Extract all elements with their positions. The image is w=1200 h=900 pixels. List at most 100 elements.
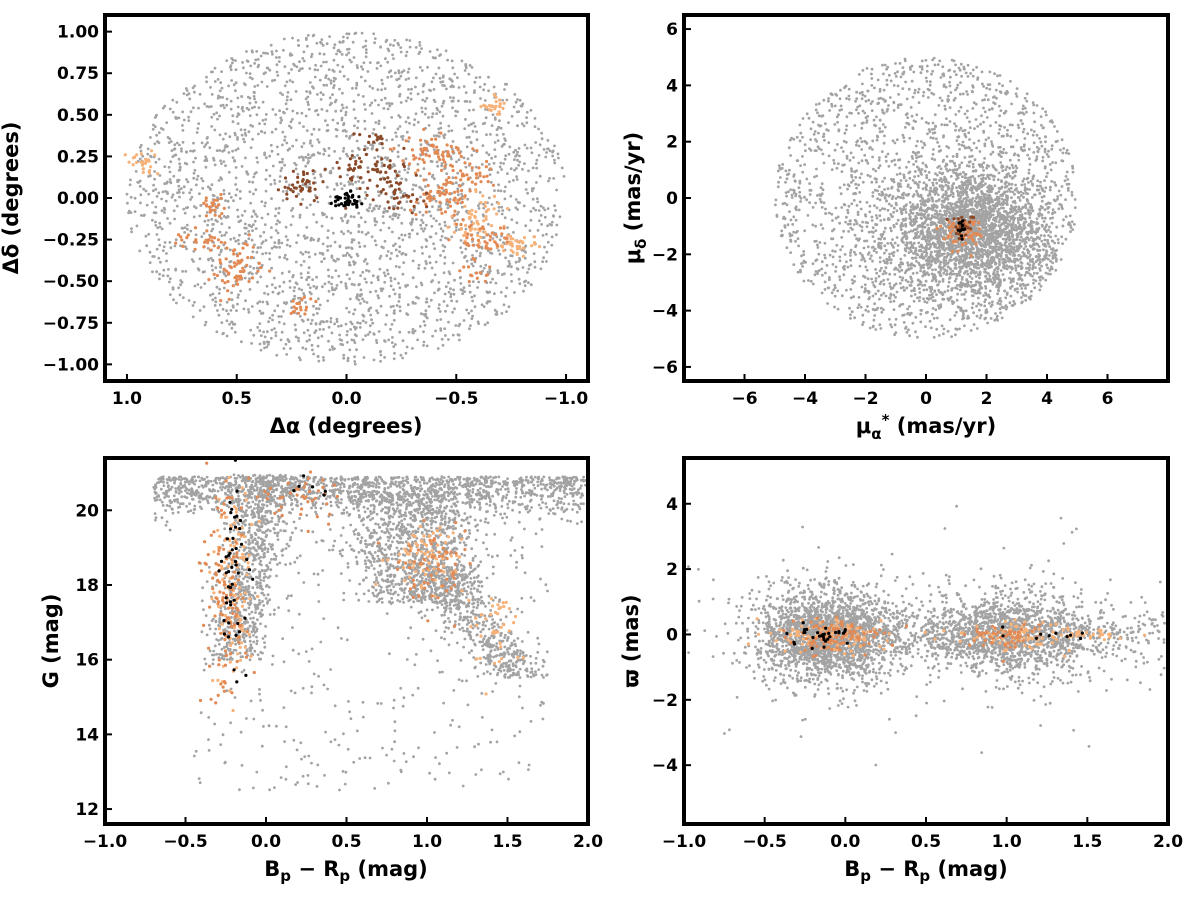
sky-field-point (313, 176, 317, 180)
sky-field-point (432, 76, 435, 80)
sky-field-point (204, 320, 208, 324)
sky-field-point (449, 295, 453, 299)
pm-field-point (920, 117, 924, 120)
sky-field-point (363, 79, 367, 83)
sky-field-point (274, 331, 278, 334)
pm-field-point (1026, 153, 1030, 157)
sky-member-point (217, 214, 222, 218)
sky-field-point (252, 175, 256, 179)
sky-field-point (377, 278, 380, 282)
pm-field-point (794, 218, 798, 222)
sky-field-point (377, 61, 380, 64)
pm-field-point (883, 244, 887, 248)
sky-field-point (424, 315, 428, 318)
sky-field-point (480, 163, 484, 166)
sky-member-point (458, 184, 462, 188)
pm-field-point (985, 116, 989, 119)
sky-field-point (535, 197, 539, 201)
pm-field-point (951, 302, 955, 305)
sky-field-point (279, 116, 283, 120)
sky-field-point (346, 36, 349, 40)
sky-field-point (214, 296, 217, 300)
pm-field-point (814, 103, 818, 106)
sky-field-point (398, 94, 401, 98)
pm-field-point (811, 120, 815, 124)
pm-field-point (942, 72, 945, 76)
sky-member-point (241, 246, 245, 250)
sky-field-point (531, 197, 535, 201)
sky-field-point (168, 241, 172, 244)
sky-field-point (185, 89, 189, 92)
sky-field-point (336, 63, 340, 67)
sky-field-point (409, 92, 413, 95)
sky-field-point (514, 206, 518, 210)
sky-field-point (357, 93, 360, 97)
pm-field-point (879, 327, 883, 330)
sky-field-point (203, 282, 207, 285)
pm-field-point (991, 150, 995, 154)
sky-field-point (220, 70, 224, 73)
sky-field-point (379, 304, 383, 308)
sky-field-point (286, 148, 290, 152)
sky-field-point (407, 232, 411, 236)
sky-field-point (179, 244, 183, 248)
sky-field-point (381, 215, 385, 218)
pm-field-point (1039, 115, 1043, 118)
sky-member-point (346, 203, 351, 207)
pm-field-point (849, 313, 852, 317)
pm-field-point (785, 177, 789, 181)
sky-field-point (146, 147, 150, 151)
pm-field-point (833, 294, 837, 298)
sky-field-point (169, 160, 173, 164)
sky-field-point (322, 60, 325, 64)
sky-field-point (348, 183, 351, 186)
sky-field-point (248, 190, 252, 194)
pm-field-point (1054, 161, 1058, 165)
sky-field-point (321, 44, 325, 47)
sky-field-point (516, 150, 519, 154)
sky-field-point (251, 137, 255, 141)
sky-member-point (235, 279, 239, 283)
pm-field-point (934, 308, 938, 312)
sky-field-point (276, 152, 280, 156)
pm-field-point (982, 161, 986, 165)
sky-field-point (305, 206, 309, 210)
pm-field-point (816, 194, 819, 197)
sky-field-point (473, 125, 477, 128)
sky-field-point (307, 251, 310, 254)
sky-field-point (447, 338, 450, 341)
pm-field-point (858, 200, 862, 204)
sky-field-point (236, 238, 240, 242)
sky-field-point (256, 301, 260, 305)
sky-field-point (474, 76, 478, 79)
pm-field-point (987, 136, 990, 140)
sky-field-point (154, 160, 158, 164)
pm-field-point (990, 107, 994, 111)
sky-field-point (177, 184, 181, 188)
pm-field-point (1022, 293, 1025, 297)
sky-member-point (301, 178, 305, 182)
pm-field-point (847, 97, 851, 101)
sky-field-point (351, 149, 354, 153)
sky-field-point (517, 163, 520, 167)
sky-field-point (481, 122, 485, 126)
sky-field-point (538, 174, 542, 178)
sky-field-point (464, 165, 468, 169)
sky-field-point (481, 144, 485, 148)
pm-field-point (858, 104, 862, 108)
sky-field-point (302, 260, 306, 263)
sky-field-point (562, 175, 566, 178)
sky-member-point (285, 192, 289, 196)
sky-field-point (252, 95, 256, 98)
pm-field-point (1070, 193, 1074, 197)
sky-field-point (351, 40, 355, 44)
sky-field-point (175, 141, 179, 145)
sky-field-point (275, 70, 279, 74)
pm-field-point (820, 192, 824, 196)
sky-field-point (265, 345, 269, 349)
sky-field-point (142, 214, 146, 218)
panel-sky: 1.0 0.5 0.0 −0.5 −1.0 1.000.750.500.250.00−0… (0, 13, 590, 438)
sky-field-point (491, 237, 495, 240)
sky-field-point (341, 39, 345, 43)
sky-field-point (282, 309, 285, 313)
